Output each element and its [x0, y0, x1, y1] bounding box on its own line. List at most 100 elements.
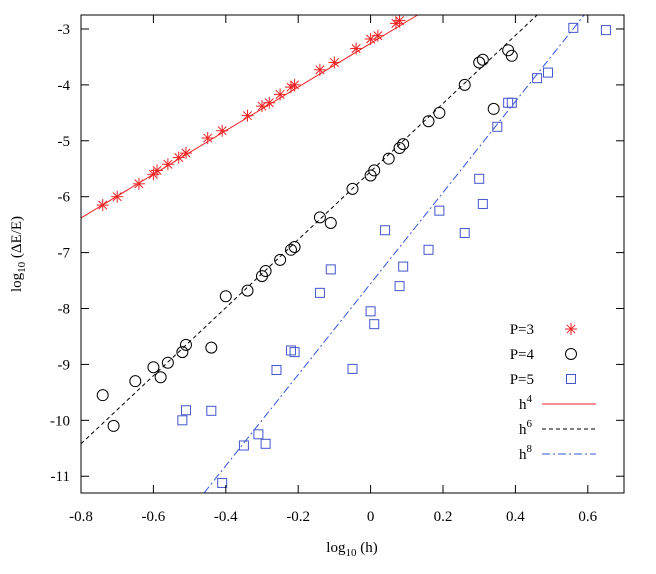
- data-point-2-21: [474, 173, 485, 184]
- data-point-0-9: [216, 124, 229, 137]
- data-point-1-20: [368, 164, 381, 177]
- legend-label-p3: P=3: [510, 322, 534, 338]
- data-point-1-23: [397, 138, 410, 151]
- data-point-0-4: [151, 164, 164, 177]
- data-point-1-14: [284, 243, 297, 256]
- data-point-0-15: [288, 78, 301, 91]
- data-point-0-2: [132, 177, 145, 190]
- axis-ticks: -0.8 -0.6 -0.4 -0.2 0 0.2 0.4 0.6 -11 -10 -9 -8 -7 -6…: [50, 15, 624, 525]
- data-point-2-19: [434, 205, 445, 216]
- data-point-1-13: [274, 253, 287, 266]
- data-point-2-4: [238, 440, 249, 451]
- data-point-2-11: [325, 264, 336, 275]
- y-tick-label: -3: [58, 22, 71, 38]
- data-point-2-2: [206, 405, 217, 416]
- data-point-1-26: [458, 78, 471, 91]
- data-point-1-28: [476, 53, 489, 66]
- data-point-2-23: [492, 121, 503, 132]
- data-point-1-17: [324, 216, 337, 229]
- y-tick-label: -8: [58, 302, 71, 318]
- data-point-0-18: [350, 42, 363, 55]
- data-point-2-8: [285, 345, 296, 356]
- data-point-1-4: [154, 371, 167, 384]
- legend-marker-1: [565, 348, 577, 360]
- data-point-1-31: [505, 49, 518, 62]
- data-point-0-22: [393, 15, 406, 27]
- data-point-2-20: [459, 228, 470, 239]
- x-tick-label: 0: [367, 509, 375, 525]
- legend-marker-2: [566, 374, 576, 384]
- data-points: [96, 15, 611, 488]
- y-tick-label: -10: [50, 413, 70, 429]
- data-point-0-6: [172, 151, 185, 164]
- data-point-0-17: [328, 56, 341, 69]
- legend-marker-0: [565, 323, 577, 335]
- data-point-2-24: [503, 97, 514, 108]
- data-point-1-10: [241, 284, 254, 297]
- y-tick-label: -6: [58, 190, 71, 206]
- x-tick-label: -0.8: [69, 509, 93, 525]
- legend-label-p4: P=4: [510, 347, 535, 363]
- data-point-2-27: [542, 67, 553, 78]
- data-point-1-6: [176, 346, 189, 359]
- data-point-2-1: [180, 405, 191, 416]
- legend-label-p5: P=5: [510, 372, 534, 388]
- data-point-0-5: [161, 158, 174, 171]
- x-axis-title: log10 (h): [326, 540, 377, 559]
- data-point-1-27: [473, 56, 486, 69]
- data-point-2-13: [365, 306, 376, 317]
- data-point-0-8: [201, 131, 214, 144]
- plot-frame: [80, 14, 625, 494]
- fit-line-4: [81, 15, 538, 445]
- data-point-0-10: [241, 109, 254, 122]
- data-point-2-25: [506, 97, 517, 108]
- x-tick-label: 0.2: [434, 509, 453, 525]
- data-point-1-29: [487, 102, 500, 115]
- data-point-2-5: [253, 429, 264, 440]
- data-point-0-13: [274, 88, 287, 101]
- data-point-0-12: [263, 96, 276, 109]
- data-point-1-18: [346, 182, 359, 195]
- data-point-1-2: [129, 375, 142, 388]
- data-point-2-17: [398, 261, 409, 272]
- data-point-2-26: [532, 73, 543, 84]
- data-point-2-15: [380, 225, 391, 236]
- data-point-2-3: [217, 477, 228, 488]
- y-axis-title: log10 (ΔE/E): [9, 216, 28, 292]
- legend-label-h8: h8: [519, 443, 533, 463]
- data-point-2-7: [271, 365, 282, 376]
- y-tick-label: -9: [58, 357, 71, 373]
- data-point-1-0: [96, 389, 109, 402]
- legend: P=3 P=4 P=5 h4 h6 h8: [510, 322, 596, 463]
- x-tick-label: -0.4: [214, 509, 238, 525]
- data-point-1-7: [179, 338, 192, 351]
- data-point-1-25: [433, 106, 446, 119]
- data-point-2-9: [289, 347, 300, 358]
- data-point-1-24: [422, 115, 435, 128]
- x-tick-label: 0.6: [578, 509, 597, 525]
- data-point-1-9: [219, 290, 232, 303]
- y-tick-label: -11: [51, 469, 70, 485]
- data-point-2-28: [568, 22, 579, 33]
- data-point-1-8: [205, 341, 218, 354]
- x-tick-label: -0.6: [142, 509, 166, 525]
- data-point-0-0: [96, 199, 109, 212]
- data-point-1-1: [107, 419, 120, 432]
- data-point-1-5: [161, 356, 174, 369]
- legend-markers: [542, 323, 596, 455]
- fit-line-5: [203, 15, 585, 493]
- fit-line-3: [81, 15, 418, 219]
- data-point-2-12: [347, 363, 358, 374]
- fit-lines: [81, 15, 585, 493]
- data-point-2-16: [394, 281, 405, 292]
- data-point-2-22: [477, 198, 488, 209]
- x-tick-label: 0.4: [506, 509, 525, 525]
- data-point-0-16: [313, 63, 326, 76]
- data-point-1-16: [313, 211, 326, 224]
- data-point-1-12: [259, 265, 272, 278]
- data-point-2-18: [423, 244, 434, 255]
- legend-label-h4: h4: [519, 393, 533, 413]
- data-point-1-3: [147, 361, 160, 374]
- y-tick-label: -5: [58, 134, 71, 150]
